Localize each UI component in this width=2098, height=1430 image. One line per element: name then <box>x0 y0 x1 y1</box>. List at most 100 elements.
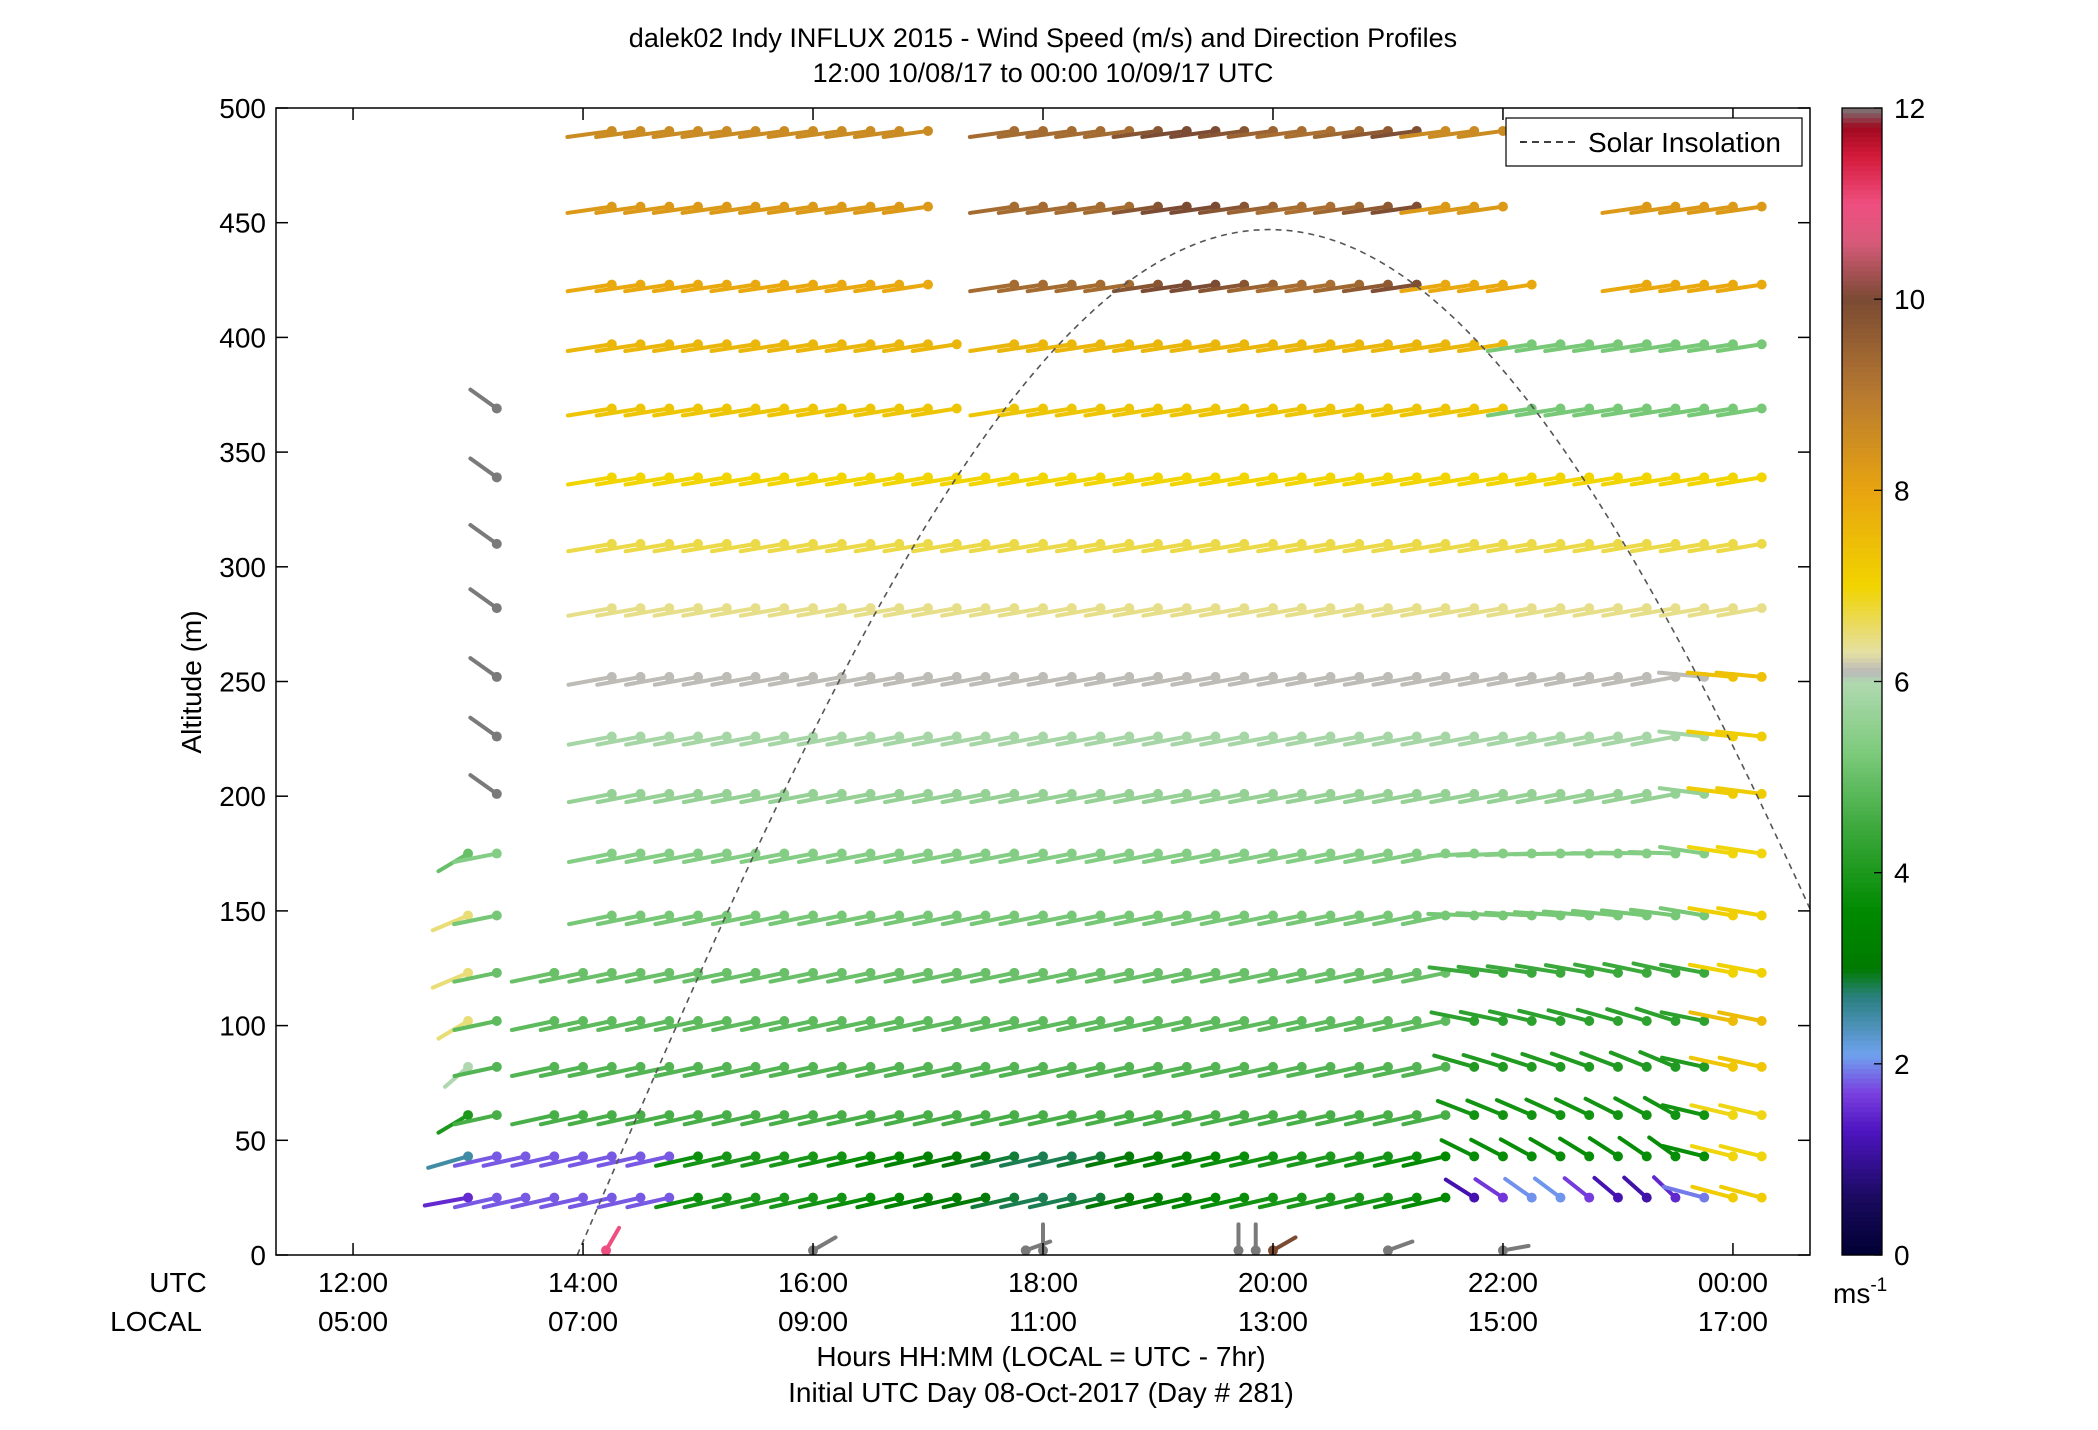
colorbar-segment <box>1842 787 1882 792</box>
colorbar-segment <box>1842 500 1882 505</box>
surface-barb-dot <box>1021 1245 1031 1255</box>
barb-dot <box>1699 1151 1709 1161</box>
barb-dot <box>1757 404 1767 414</box>
barb-dot <box>1699 1110 1709 1120</box>
barb-dot <box>1527 280 1537 290</box>
colorbar-segment <box>1842 314 1882 319</box>
barb-dot <box>894 1151 904 1161</box>
colorbar-segment <box>1842 256 1882 261</box>
barb-dot <box>779 1151 789 1161</box>
barb-dot <box>1182 1193 1192 1203</box>
colorbar-segment <box>1842 533 1882 538</box>
colorbar-segment <box>1842 376 1882 381</box>
x-axis-sublabel: Initial UTC Day 08-Oct-2017 (Day # 281) <box>788 1377 1294 1408</box>
colorbar-segment <box>1842 495 1882 500</box>
colorbar-segment <box>1842 505 1882 510</box>
barb-dot <box>636 1193 646 1203</box>
colorbar-segment <box>1842 337 1882 342</box>
colorbar-segment <box>1842 1035 1882 1040</box>
barb-dot <box>1325 1110 1335 1120</box>
barb-dot <box>1383 1151 1393 1161</box>
colorbar-segment <box>1842 973 1882 978</box>
barb-dot <box>1699 1193 1709 1203</box>
colorbar-segment <box>1842 223 1882 228</box>
barb-dot <box>1210 1151 1220 1161</box>
x-tick-label-local: 11:00 <box>1009 1306 1077 1337</box>
colorbar-segment <box>1842 854 1882 859</box>
barb-dot <box>808 1151 818 1161</box>
colorbar-segment <box>1842 839 1882 844</box>
barb-dot <box>1354 1193 1364 1203</box>
colorbar-segment <box>1842 242 1882 247</box>
surface-barb-dot <box>1233 1245 1243 1255</box>
barb-dot <box>837 1151 847 1161</box>
colorbar-segment <box>1842 887 1882 892</box>
barb-dot <box>492 672 502 682</box>
colorbar-segment <box>1842 1049 1882 1054</box>
barb-dot <box>549 1110 559 1120</box>
colorbar-segment <box>1842 1112 1882 1117</box>
colorbar-segment <box>1842 911 1882 916</box>
colorbar-segment <box>1842 476 1882 481</box>
barb-dot <box>1757 1110 1767 1120</box>
colorbar-segment <box>1842 1030 1882 1035</box>
colorbar-segment <box>1842 409 1882 414</box>
colorbar-segment <box>1842 940 1882 945</box>
colorbar-segment <box>1842 290 1882 295</box>
colorbar-segment <box>1842 619 1882 624</box>
barb-dot <box>1383 1193 1393 1203</box>
colorbar-segment <box>1842 194 1882 199</box>
colorbar-segment <box>1842 763 1882 768</box>
barb-dot <box>1095 1151 1105 1161</box>
barb-dot <box>636 1110 646 1120</box>
colorbar-segment <box>1842 118 1882 123</box>
barb-dot <box>492 1193 502 1203</box>
colorbar-segment <box>1842 834 1882 839</box>
y-tick-label: 400 <box>219 322 266 353</box>
surface-barb-dot <box>1251 1245 1261 1255</box>
barb-dot <box>923 280 933 290</box>
colorbar-segment <box>1842 146 1882 151</box>
colorbar-segment <box>1842 1226 1882 1231</box>
colorbar-segment <box>1842 170 1882 175</box>
colorbar-segment <box>1842 811 1882 816</box>
colorbar-segment <box>1842 342 1882 347</box>
colorbar-tick-label: 8 <box>1894 475 1910 506</box>
barb-dot <box>837 1193 847 1203</box>
barb-dot <box>1268 1193 1278 1203</box>
barb-dot <box>1354 1110 1364 1120</box>
barb-dot <box>1642 968 1652 978</box>
barb-dot <box>1498 1151 1508 1161</box>
barb-dot <box>492 1110 502 1120</box>
barb-dot <box>1239 1193 1249 1203</box>
barb-dot <box>923 1110 933 1120</box>
barb-dot <box>578 1110 588 1120</box>
barb-dot <box>1642 1193 1652 1203</box>
colorbar-segment <box>1842 275 1882 280</box>
colorbar-segment <box>1842 328 1882 333</box>
barb-dot <box>1124 1110 1134 1120</box>
barb-dot <box>1555 1016 1565 1026</box>
barb-dot <box>981 1193 991 1203</box>
barb-dot <box>1757 732 1767 742</box>
barb-dot <box>492 1062 502 1072</box>
barb-dot <box>779 1110 789 1120</box>
y-tick-label: 50 <box>235 1125 266 1156</box>
colorbar-segment <box>1842 978 1882 983</box>
barb-dot <box>607 1151 617 1161</box>
barb-dot <box>549 1151 559 1161</box>
colorbar-segment <box>1842 1093 1882 1098</box>
colorbar-segment <box>1842 371 1882 376</box>
barb-dot <box>1757 1062 1767 1072</box>
barb-dot <box>1613 1110 1623 1120</box>
colorbar-segment <box>1842 165 1882 170</box>
barb-dot <box>808 1193 818 1203</box>
barb-dot <box>1498 1062 1508 1072</box>
barb-dot <box>1124 1151 1134 1161</box>
x-tick-label-utc: 18:00 <box>1008 1267 1078 1298</box>
barb-dot <box>521 1193 531 1203</box>
colorbar-segment <box>1842 180 1882 185</box>
colorbar-segment <box>1842 1150 1882 1155</box>
colorbar-segment <box>1842 543 1882 548</box>
barb-dot <box>837 1110 847 1120</box>
